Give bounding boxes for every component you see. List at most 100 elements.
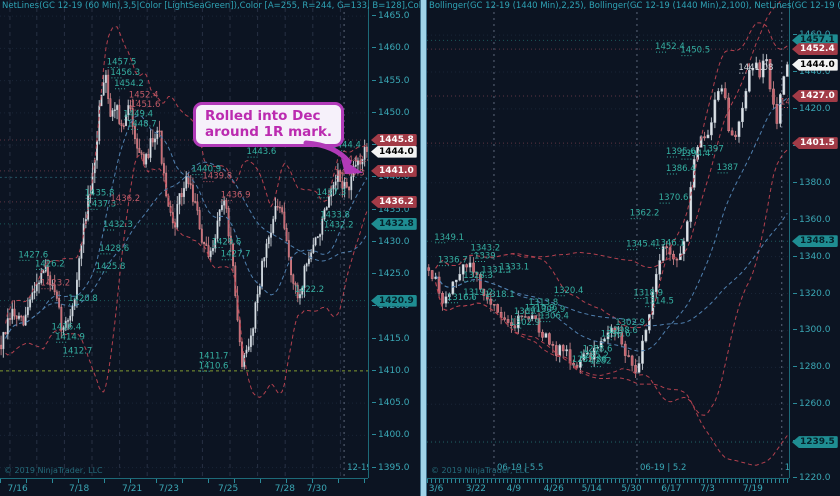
contract-roll-label: 06-19 | 5.2 [640,463,686,473]
netline-price-label: 1333.1 [499,262,529,272]
price-tick-label: 1440.0 [793,67,831,77]
netline-price-label: 1448.7 [127,119,157,129]
price-tick-label: 1440.0 [372,172,410,182]
time-tick-label: 7/25 [218,484,239,494]
netline-price-label: 1318.1 [485,290,515,300]
price-tick-label: 1465.0 [372,11,410,21]
netline-price-label: 1343.2 [470,244,500,254]
time-axis-hourly[interactable]: 7/16 7/18 7/21 7/23 7/25 7/28 7/30 [0,478,420,496]
netline-price-label: 1318.9 [633,289,663,299]
netline-price-label: 1416.4 [52,323,82,333]
netline-price-label: 1420.8 [68,294,98,304]
netline-price-label: 1410.6 [199,361,229,371]
netline-price-label: 1432.2 [324,221,354,231]
candles-up [434,53,789,374]
netline-price-label: 1426.2 [35,259,65,269]
price-tick-label: 1320.0 [793,289,831,299]
price-tick-label: 1410.0 [372,366,410,376]
time-tick-label: 7/23 [158,484,180,494]
netline-price-label: 1394.4 [680,149,710,159]
annotation-callout[interactable]: Rolled into Dec around 1R mark. [193,102,345,148]
annotation-line-1: Rolled into Dec [205,108,321,124]
price-tag-red: 1427.0 [792,89,838,102]
netline-price-label: 1302.9 [510,318,540,328]
time-tick-label: 7/3 [700,484,715,494]
price-tag-red: 1401.5 [792,137,838,150]
price-tick-label: 1435.0 [372,205,410,215]
netline-price-label: 1395.6 [666,147,696,157]
netline-price-label: 1452.4 [655,42,685,52]
netline-price-label: 1411.7 [199,352,229,362]
indicator-string: NetLines(GC 12-19 (60 Min),3,5|Color [Li… [2,1,420,11]
price-axis-hourly[interactable]: 1465.01460.01455.01450.01445.01440.01435… [368,0,420,478]
contract-roll-label: 06-19 | 5.5 [497,463,543,473]
netline-price-label: 1439.8 [202,172,232,182]
time-tick-label: 5/30 [621,484,642,494]
time-tick-label: 7/21 [122,484,143,494]
netline-price-label: 1314.5 [644,297,674,307]
netline-price-label: 1452.4 [129,90,159,100]
netline-price-label: 1432.3 [103,220,133,230]
price-tag-teal: 1239.5 [792,436,838,449]
price-tag-teal: 1348.3 [792,235,838,248]
annotation-arrow [303,140,363,174]
price-tag-white: 1444.0 [371,145,417,158]
netline-price-label: 1437.3 [316,188,346,198]
bollinger-lower [5,154,368,398]
netline-price-label: 1345.4 [626,240,656,250]
time-tick-label: 7/18 [69,484,90,494]
netline-price-label: 1387 [717,163,739,173]
netline-price-label: 1362.2 [630,209,660,219]
netline-price-label: 1456.3 [110,68,140,78]
netline-price-label: 1422.2 [294,285,324,295]
hourly-chart-plot[interactable]: 1457.51456.31454.21452.41451.61449.41448… [0,0,368,478]
netline-price-label: 1349.1 [434,233,464,243]
netline-price-label: 1427.7 [221,250,251,260]
netline-price-label: 1298.6 [608,326,638,336]
price-tag-red: 1452.4 [792,43,838,56]
price-tick-label: 1300.0 [793,325,831,335]
contract-roll-label: 12-19 | 9 [785,463,789,473]
netline-price-label: 1306.4 [539,312,569,322]
price-tick-label: 1400.0 [372,430,410,440]
time-tick-label: 4/9 [506,484,522,494]
bollinger-lower [435,282,788,466]
netline-price-label: 1427.6 [18,250,48,260]
time-tick-label: 4/26 [543,484,564,494]
chart-header-daily: Bollinger(GC 12-19 (1440 Min),2,25), Bol… [427,0,840,13]
netline-price-label: 1320.4 [554,286,584,296]
chart-panel-daily[interactable]: Bollinger(GC 12-19 (1440 Min),2,25), Bol… [427,0,840,496]
netline-price-label: 1302.9 [615,318,645,328]
netline-price-label: 1412.7 [63,346,93,356]
time-tick-label: 3/6 [428,484,444,494]
netline-price-label: 1451.6 [131,100,161,110]
price-tick-label: 1220.0 [793,473,831,483]
time-tick-label: 7/30 [306,484,327,494]
time-tick-label: 5/14 [581,484,602,494]
time-axis-daily[interactable]: 3/6 3/22 4/9 4/26 5/14 5/30 6/17 7/3 7/19 [427,478,840,496]
chart-panel-hourly[interactable]: NetLines(GC 12-19 (60 Min),3,5|Color [Li… [0,0,420,496]
candles-up [2,70,366,370]
price-tag-white: 1444.0 [792,58,838,71]
netline-price-label: 1440.9 [191,165,221,175]
netline-price-label: 1339 [474,251,496,261]
time-axis-ticks [427,479,789,483]
price-tick-label: 1395.0 [372,463,410,473]
price-axis-daily[interactable]: 1460.01440.01420.01400.01380.01360.01340… [789,0,840,483]
netline-price-label: 1423.2 [40,279,70,289]
price-tick-label: 1360.0 [793,215,831,225]
price-tick-label: 1260.0 [793,399,831,409]
annotation-line-2: around 1R mark. [205,124,333,141]
bollinger-upper [5,26,368,324]
netline-price-label: 1296.6 [601,330,631,340]
netline-price-label: 1457.5 [107,58,137,68]
price-tick-label: 1405.0 [372,398,410,408]
netline-price-label: 1316.6 [447,293,477,303]
price-tick-label: 1450.0 [372,108,410,118]
netline-price-label: 1346.1 [655,238,685,248]
netline-price-label: 1443.6 [247,147,277,157]
panel-splitter[interactable] [420,0,427,496]
netline-price-label: 1309 [514,307,536,317]
